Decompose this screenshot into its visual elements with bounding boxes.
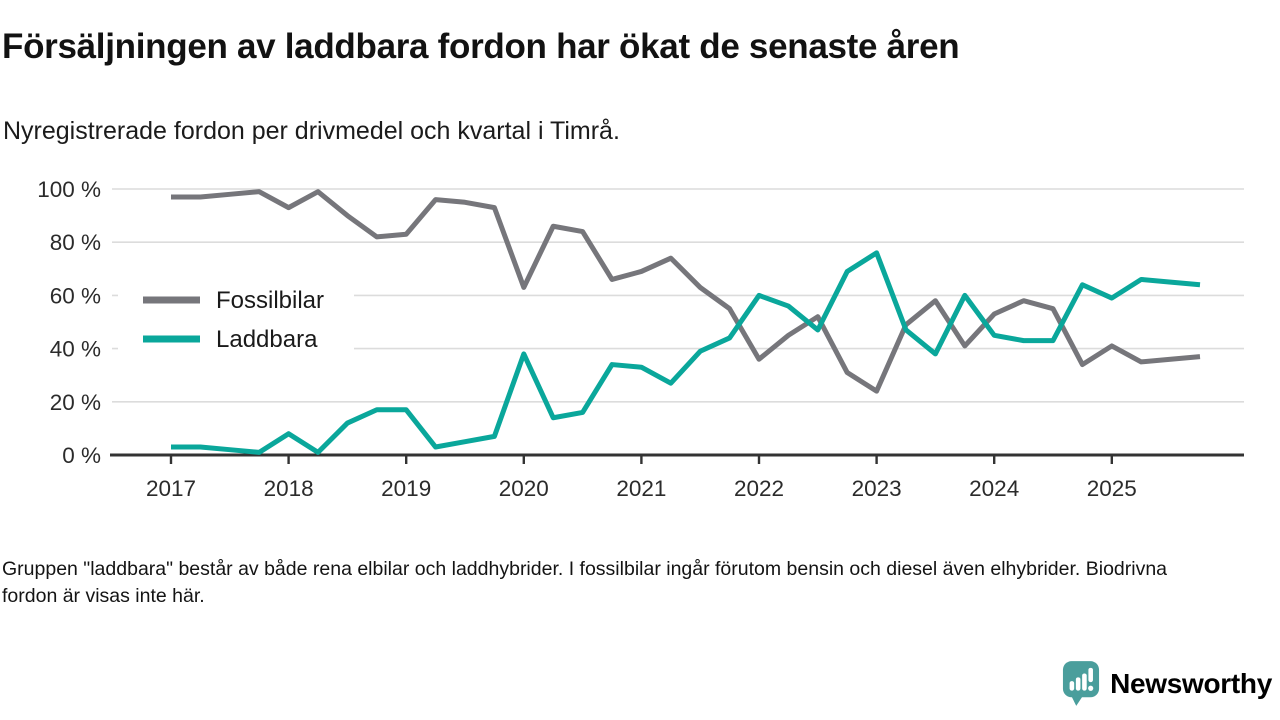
y-axis-label: 80 % xyxy=(50,230,101,255)
page-title: Försäljningen av laddbara fordon har öka… xyxy=(2,27,960,66)
speech-bubble-bar-chart-icon xyxy=(1063,661,1100,706)
x-axis-label: 2024 xyxy=(969,476,1019,501)
y-axis-label: 60 % xyxy=(50,283,101,308)
chart-subtitle: Nyregistrerade fordon per drivmedel och … xyxy=(3,117,620,145)
footnote: Gruppen "laddbara" består av både rena e… xyxy=(2,558,1168,607)
x-axis-label: 2025 xyxy=(1087,476,1137,501)
y-axis-label: 0 % xyxy=(62,443,101,468)
x-axis-label: 2017 xyxy=(146,476,196,501)
legend-label-laddbara: Laddbara xyxy=(216,326,318,353)
x-axis-label: 2022 xyxy=(734,476,784,501)
y-axis-label: 20 % xyxy=(50,390,101,415)
x-axis-label: 2019 xyxy=(381,476,431,501)
x-axis-label: 2021 xyxy=(616,476,666,501)
line-laddbara xyxy=(171,250,1201,455)
x-axis-label: 2023 xyxy=(852,476,902,501)
x-axis-label: 2018 xyxy=(264,476,314,501)
legend-background xyxy=(118,284,354,356)
y-axis-label: 40 % xyxy=(50,337,101,362)
x-axis-label: 2020 xyxy=(499,476,549,501)
newsworthy-logo-text: Newsworthy xyxy=(1110,667,1272,699)
newsworthy-logo: Newsworthy xyxy=(1062,660,1272,707)
legend-label-fossilbilar: Fossilbilar xyxy=(216,287,324,314)
line-fossilbilar xyxy=(171,189,1201,394)
y-axis-label: 100 % xyxy=(37,177,101,202)
